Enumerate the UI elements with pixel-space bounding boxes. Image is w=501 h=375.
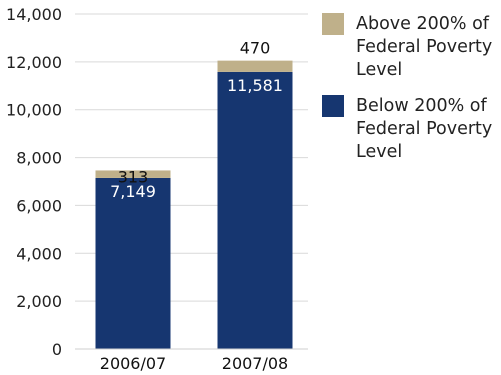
y-tick-label: 0 (52, 340, 62, 359)
bar-below-200-2 (217, 71, 293, 350)
y-tick-label: 6,000 (16, 196, 62, 215)
y-axis-tick-labels: 0 2,000 4,000 6,000 8,000 10,000 12,000 14,000 (6, 5, 62, 359)
x-category-label: 2006/07 (100, 354, 166, 373)
x-category-label: 2007/08 (222, 354, 288, 373)
legend-label-line: Below 200% of (356, 96, 488, 116)
bar-above-200-2 (217, 60, 293, 72)
data-label-above-200: 313 (118, 167, 149, 186)
legend-label-line: Above 200% of (356, 14, 490, 34)
x-axis-category-labels: 2006/07 2007/08 (100, 354, 288, 373)
data-label-above-200: 470 (240, 39, 271, 58)
y-tick-label: 4,000 (16, 244, 62, 263)
legend-label-line: Level (356, 60, 402, 80)
bars (95, 60, 293, 350)
data-label-below-200: 11,581 (227, 76, 283, 95)
legend-label-line: Level (356, 142, 402, 162)
y-tick-label: 2,000 (16, 292, 62, 311)
legend-swatch (322, 13, 344, 35)
legend: Above 200% of Federal Poverty Level Below 2… (322, 13, 492, 162)
legend-swatch (322, 95, 344, 117)
legend-label-line: Federal Poverty (356, 119, 492, 139)
data-label-below-200: 7,149 (110, 182, 156, 201)
y-tick-label: 12,000 (6, 53, 62, 72)
bar-above-200-1 (95, 170, 171, 178)
y-tick-label: 8,000 (16, 149, 62, 168)
y-tick-label: 14,000 (6, 5, 62, 24)
bar-below-200-1 (95, 177, 171, 349)
legend-label-line: Federal Poverty (356, 37, 492, 57)
y-tick-label: 10,000 (6, 101, 62, 120)
